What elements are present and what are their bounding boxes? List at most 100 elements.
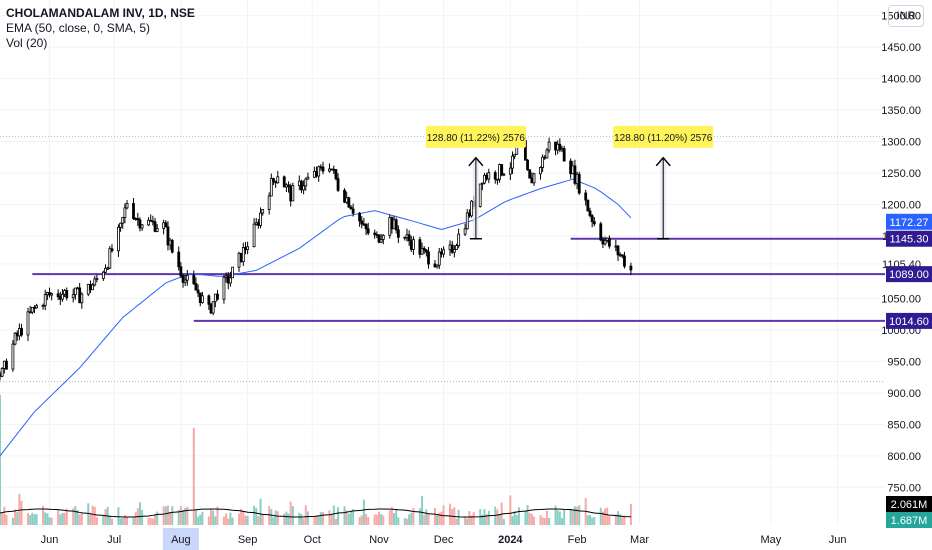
- candle: [5, 358, 8, 370]
- volume-bar: [616, 511, 619, 525]
- measure-arrow-icon: [468, 156, 484, 167]
- symbol-title[interactable]: CHOLAMANDALAM INV, 1D, NSE: [6, 6, 195, 20]
- candle: [284, 183, 288, 193]
- volume-bar: [337, 507, 340, 525]
- volume-bar: [304, 505, 307, 525]
- candle: [241, 242, 245, 267]
- volume-indicator-label[interactable]: Vol (20): [6, 36, 48, 50]
- candle-body: [562, 148, 566, 162]
- candle-body: [347, 197, 351, 208]
- volume-bar: [530, 513, 533, 525]
- volume-bar: [169, 512, 172, 525]
- candle-body: [140, 224, 144, 229]
- ema-indicator-label[interactable]: EMA (50, close, 0, SMA, 5): [6, 21, 151, 35]
- volume-bar: [457, 509, 460, 525]
- price-axis-labels: 1172.27 1145.30 1089.00 1014.60 2.061M 1.687M: [886, 213, 932, 528]
- candle: [541, 154, 545, 173]
- volume-bar: [483, 509, 486, 525]
- volume-bar: [270, 509, 273, 525]
- volume-bar: [334, 518, 337, 525]
- candle-body: [547, 141, 551, 151]
- volume-bar: [619, 514, 622, 525]
- volume-bar: [74, 506, 77, 525]
- volume-bar: [408, 514, 411, 525]
- time-tick-label: Oct: [304, 534, 321, 546]
- time-tick-label: Jun: [41, 534, 59, 546]
- candle-body: [123, 207, 127, 218]
- candle: [629, 262, 633, 276]
- measure-arrow-icon: [655, 156, 671, 167]
- volume-bar: [487, 510, 490, 525]
- candle-body: [422, 247, 426, 251]
- candle: [91, 283, 94, 291]
- candle-body: [226, 275, 230, 284]
- candle: [41, 303, 45, 310]
- candle: [104, 264, 107, 274]
- candle: [101, 270, 105, 281]
- candlesticks[interactable]: [0, 135, 633, 381]
- candle: [121, 217, 125, 229]
- candle-body: [420, 247, 424, 255]
- candle-body: [101, 271, 105, 280]
- volume-bar: [5, 515, 8, 525]
- volume-bar: [332, 505, 335, 525]
- candle-body: [276, 176, 280, 184]
- candle: [119, 222, 122, 232]
- candle: [511, 151, 514, 174]
- volume-bar: [345, 510, 348, 525]
- price-tag: 1014.60: [889, 316, 929, 328]
- candle: [306, 172, 310, 180]
- volume-bar: [436, 514, 439, 525]
- currency-button[interactable]: INR: [888, 5, 924, 27]
- horizontal-lines[interactable]: [32, 237, 885, 322]
- price-tag-bg: [886, 266, 932, 283]
- candle: [364, 223, 368, 235]
- candle: [498, 163, 501, 183]
- candle-body: [181, 275, 185, 283]
- price-tag: 1089.00: [889, 269, 929, 281]
- candle-body: [192, 274, 196, 284]
- volume-bar: [242, 511, 245, 525]
- candle-body: [284, 184, 288, 188]
- candle: [181, 274, 185, 288]
- candle-body: [108, 248, 112, 269]
- volume-bar: [319, 512, 322, 525]
- price-tick-label: 750.00: [887, 482, 921, 494]
- candle-body: [89, 284, 92, 291]
- candle-body: [403, 236, 407, 239]
- candle: [560, 145, 564, 153]
- candle: [267, 192, 271, 215]
- candle-body: [231, 266, 234, 279]
- candle-body: [164, 222, 168, 228]
- volume-bar: [367, 516, 370, 525]
- candle: [470, 199, 473, 218]
- candle-body: [487, 172, 491, 180]
- volume-bar: [59, 514, 62, 525]
- candle-body: [300, 180, 303, 191]
- volume-bar: [207, 516, 210, 525]
- candle-body: [20, 328, 23, 336]
- volume-bar: [589, 515, 591, 525]
- measure-annotation: 128.80 (11.20%) 2576: [613, 125, 714, 240]
- measure-annotations[interactable]: 128.80 (11.22%) 2576 128.80 (11.20%) 2576: [425, 125, 714, 240]
- candle-body: [91, 284, 94, 291]
- candle: [80, 292, 84, 309]
- candle: [480, 182, 484, 191]
- volume-bar: [212, 510, 215, 525]
- volume-bar: [545, 510, 548, 525]
- candle: [269, 173, 273, 197]
- candle-body: [168, 239, 172, 246]
- volume-bar: [423, 514, 426, 525]
- candle-body: [45, 292, 49, 296]
- volume-bar: [63, 512, 66, 525]
- candle-body: [48, 292, 51, 296]
- volume-bar: [138, 502, 141, 525]
- volume-bar: [388, 510, 391, 525]
- volume-bar: [513, 511, 516, 525]
- candle: [164, 220, 168, 228]
- volume-bar: [317, 515, 320, 525]
- candle-body: [179, 266, 183, 277]
- time-axis[interactable]: Jun Jul Aug Sep Oct Nov Dec 2024 Feb Mar May Jun: [41, 528, 847, 550]
- candle-body: [155, 228, 159, 232]
